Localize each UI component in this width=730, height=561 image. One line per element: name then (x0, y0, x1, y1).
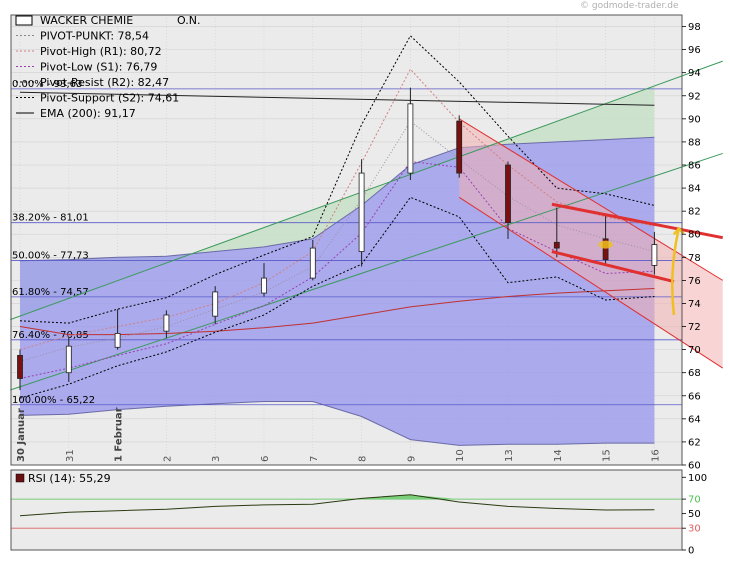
candle-body (553, 241, 560, 249)
pivot-resist-line (19, 34, 655, 324)
x-axis-tick-label: 15 (602, 449, 613, 462)
red-channel-lower (458, 196, 723, 369)
blue-band-lower-line (19, 401, 655, 446)
x-axis-tick-label: 31 (65, 449, 76, 462)
fibonacci-label: 61.80% - 74,57 (12, 287, 89, 298)
fibonacci-label: 100.00% - 65,22 (12, 395, 95, 406)
red-channel-fill (459, 118, 723, 369)
rsi-y-tick-label: 50 (688, 509, 701, 520)
candle-body (65, 345, 72, 374)
candle-body (407, 103, 414, 174)
red-moving-average (19, 288, 655, 336)
y-axis-tick-label: 86 (688, 161, 701, 172)
rsi-y-tick-label: 70 (688, 495, 701, 506)
candle-body (358, 172, 365, 252)
rsi-background (11, 470, 682, 550)
legend-swatch (15, 15, 33, 26)
blue-band-upper-line (19, 136, 655, 262)
legend-entry: Pivot-Resist (R2): 82,47 (40, 76, 169, 89)
rsi-line (19, 494, 655, 517)
candle-body (505, 164, 511, 224)
x-axis-tick-label: 13 (504, 449, 515, 462)
candle-body (602, 238, 609, 261)
pivot-high-line (19, 68, 655, 351)
x-axis-tick-label: 1 Februar (114, 407, 125, 462)
rsi-y-tick-label: 100 (688, 473, 707, 484)
y-axis-tick-label: 68 (688, 368, 701, 379)
x-axis-tick-label: 10 (455, 449, 466, 462)
red-channel-upper (458, 118, 723, 281)
plot-frame (10, 14, 683, 466)
pivot-punkt-line (19, 120, 655, 362)
y-axis-tick-label: 94 (688, 68, 701, 79)
legend-entry: WACKER CHEMIE (40, 14, 133, 27)
legend-entry: EMA (200): 91,17 (40, 107, 136, 120)
ema-200-line (19, 91, 655, 106)
y-axis-tick-label: 80 (688, 230, 701, 241)
pivot-low-line (19, 160, 655, 379)
x-axis-tick-label: 7 (309, 456, 320, 462)
candle-body (212, 291, 219, 317)
candle-body (114, 333, 121, 348)
candle-body (17, 354, 23, 379)
x-axis-tick-label: 14 (553, 449, 564, 462)
y-axis-tick-label: 92 (688, 91, 701, 102)
y-axis-tick-label: 64 (688, 414, 701, 425)
y-axis-tick-label: 88 (688, 137, 701, 148)
price-panel: 0.00% - 93,63 38.20% - 81,01 50.00% - 77,7… (10, 14, 724, 472)
rsi-panel: RSI (14): 55,29 0 30 50 70 100 (10, 469, 707, 557)
legend-entry: Pivot-High (R1): 80,72 (40, 45, 162, 58)
fibonacci-label: 38.20% - 81,01 (12, 213, 89, 224)
y-axis-tick-label: 62 (688, 437, 701, 448)
fibonacci-label: 76.40% - 70,85 (12, 330, 89, 341)
legend-entry: Pivot-Support (S2): 74,61 (40, 92, 179, 105)
legend-entry: Pivot-Low (S1): 76,79 (40, 61, 157, 74)
annotation-highlight (598, 240, 613, 249)
y-axis-tick-label: 76 (688, 276, 701, 287)
y-axis-tick-label: 98 (688, 22, 701, 33)
candle-body (651, 244, 658, 266)
y-axis-tick-label: 74 (688, 299, 701, 310)
pivot-support-line (19, 196, 655, 399)
y-axis-tick-label: 82 (688, 207, 701, 218)
x-axis-tick-label: 3 (211, 456, 222, 462)
fibonacci-label: 50.00% - 77,73 (12, 250, 89, 261)
y-axis-tick-label: 96 (688, 45, 701, 56)
y-axis-tick-label: 66 (688, 391, 701, 402)
legend-entry: PIVOT-PUNKT: 78,54 (40, 30, 149, 43)
wedge-trend-line (551, 202, 724, 240)
y-axis-tick-label: 84 (688, 184, 701, 195)
y-axis-tick-label: 90 (688, 114, 701, 125)
x-axis-tick-label: 2 (162, 456, 173, 462)
candle-body (456, 120, 463, 174)
green-channel-lower (10, 152, 723, 391)
wedge-trend-line (551, 250, 675, 283)
y-axis-tick-label: 60 (688, 461, 701, 472)
rsi-legend-label: RSI (14): 55,29 (28, 472, 111, 485)
candle-body (261, 277, 267, 294)
x-axis-tick-label: 30 Januar (16, 408, 27, 462)
rsi-y-tick-label: 30 (688, 524, 701, 535)
fibonacci-label: 0.00% - 93,63 (12, 79, 82, 90)
candle-body (163, 314, 170, 332)
rsi-legend-swatch (15, 473, 25, 483)
x-axis-tick-label: 8 (358, 456, 369, 462)
y-axis-tick-label: 78 (688, 253, 701, 264)
annotation-arrow (671, 228, 681, 316)
candle-body (309, 247, 316, 279)
watermark: © godmode-trader.de (580, 1, 679, 11)
x-axis-tick-label: 9 (406, 456, 417, 462)
rsi-y-tick-label: 0 (688, 546, 694, 557)
legend-entry-extra: O.N. (177, 14, 200, 27)
x-axis-tick-label: 16 (650, 449, 661, 462)
y-axis-tick-label: 70 (688, 345, 701, 356)
y-axis-tick-label: 72 (688, 322, 701, 333)
x-axis-tick-label: 6 (260, 456, 271, 462)
rsi-frame (10, 469, 683, 551)
